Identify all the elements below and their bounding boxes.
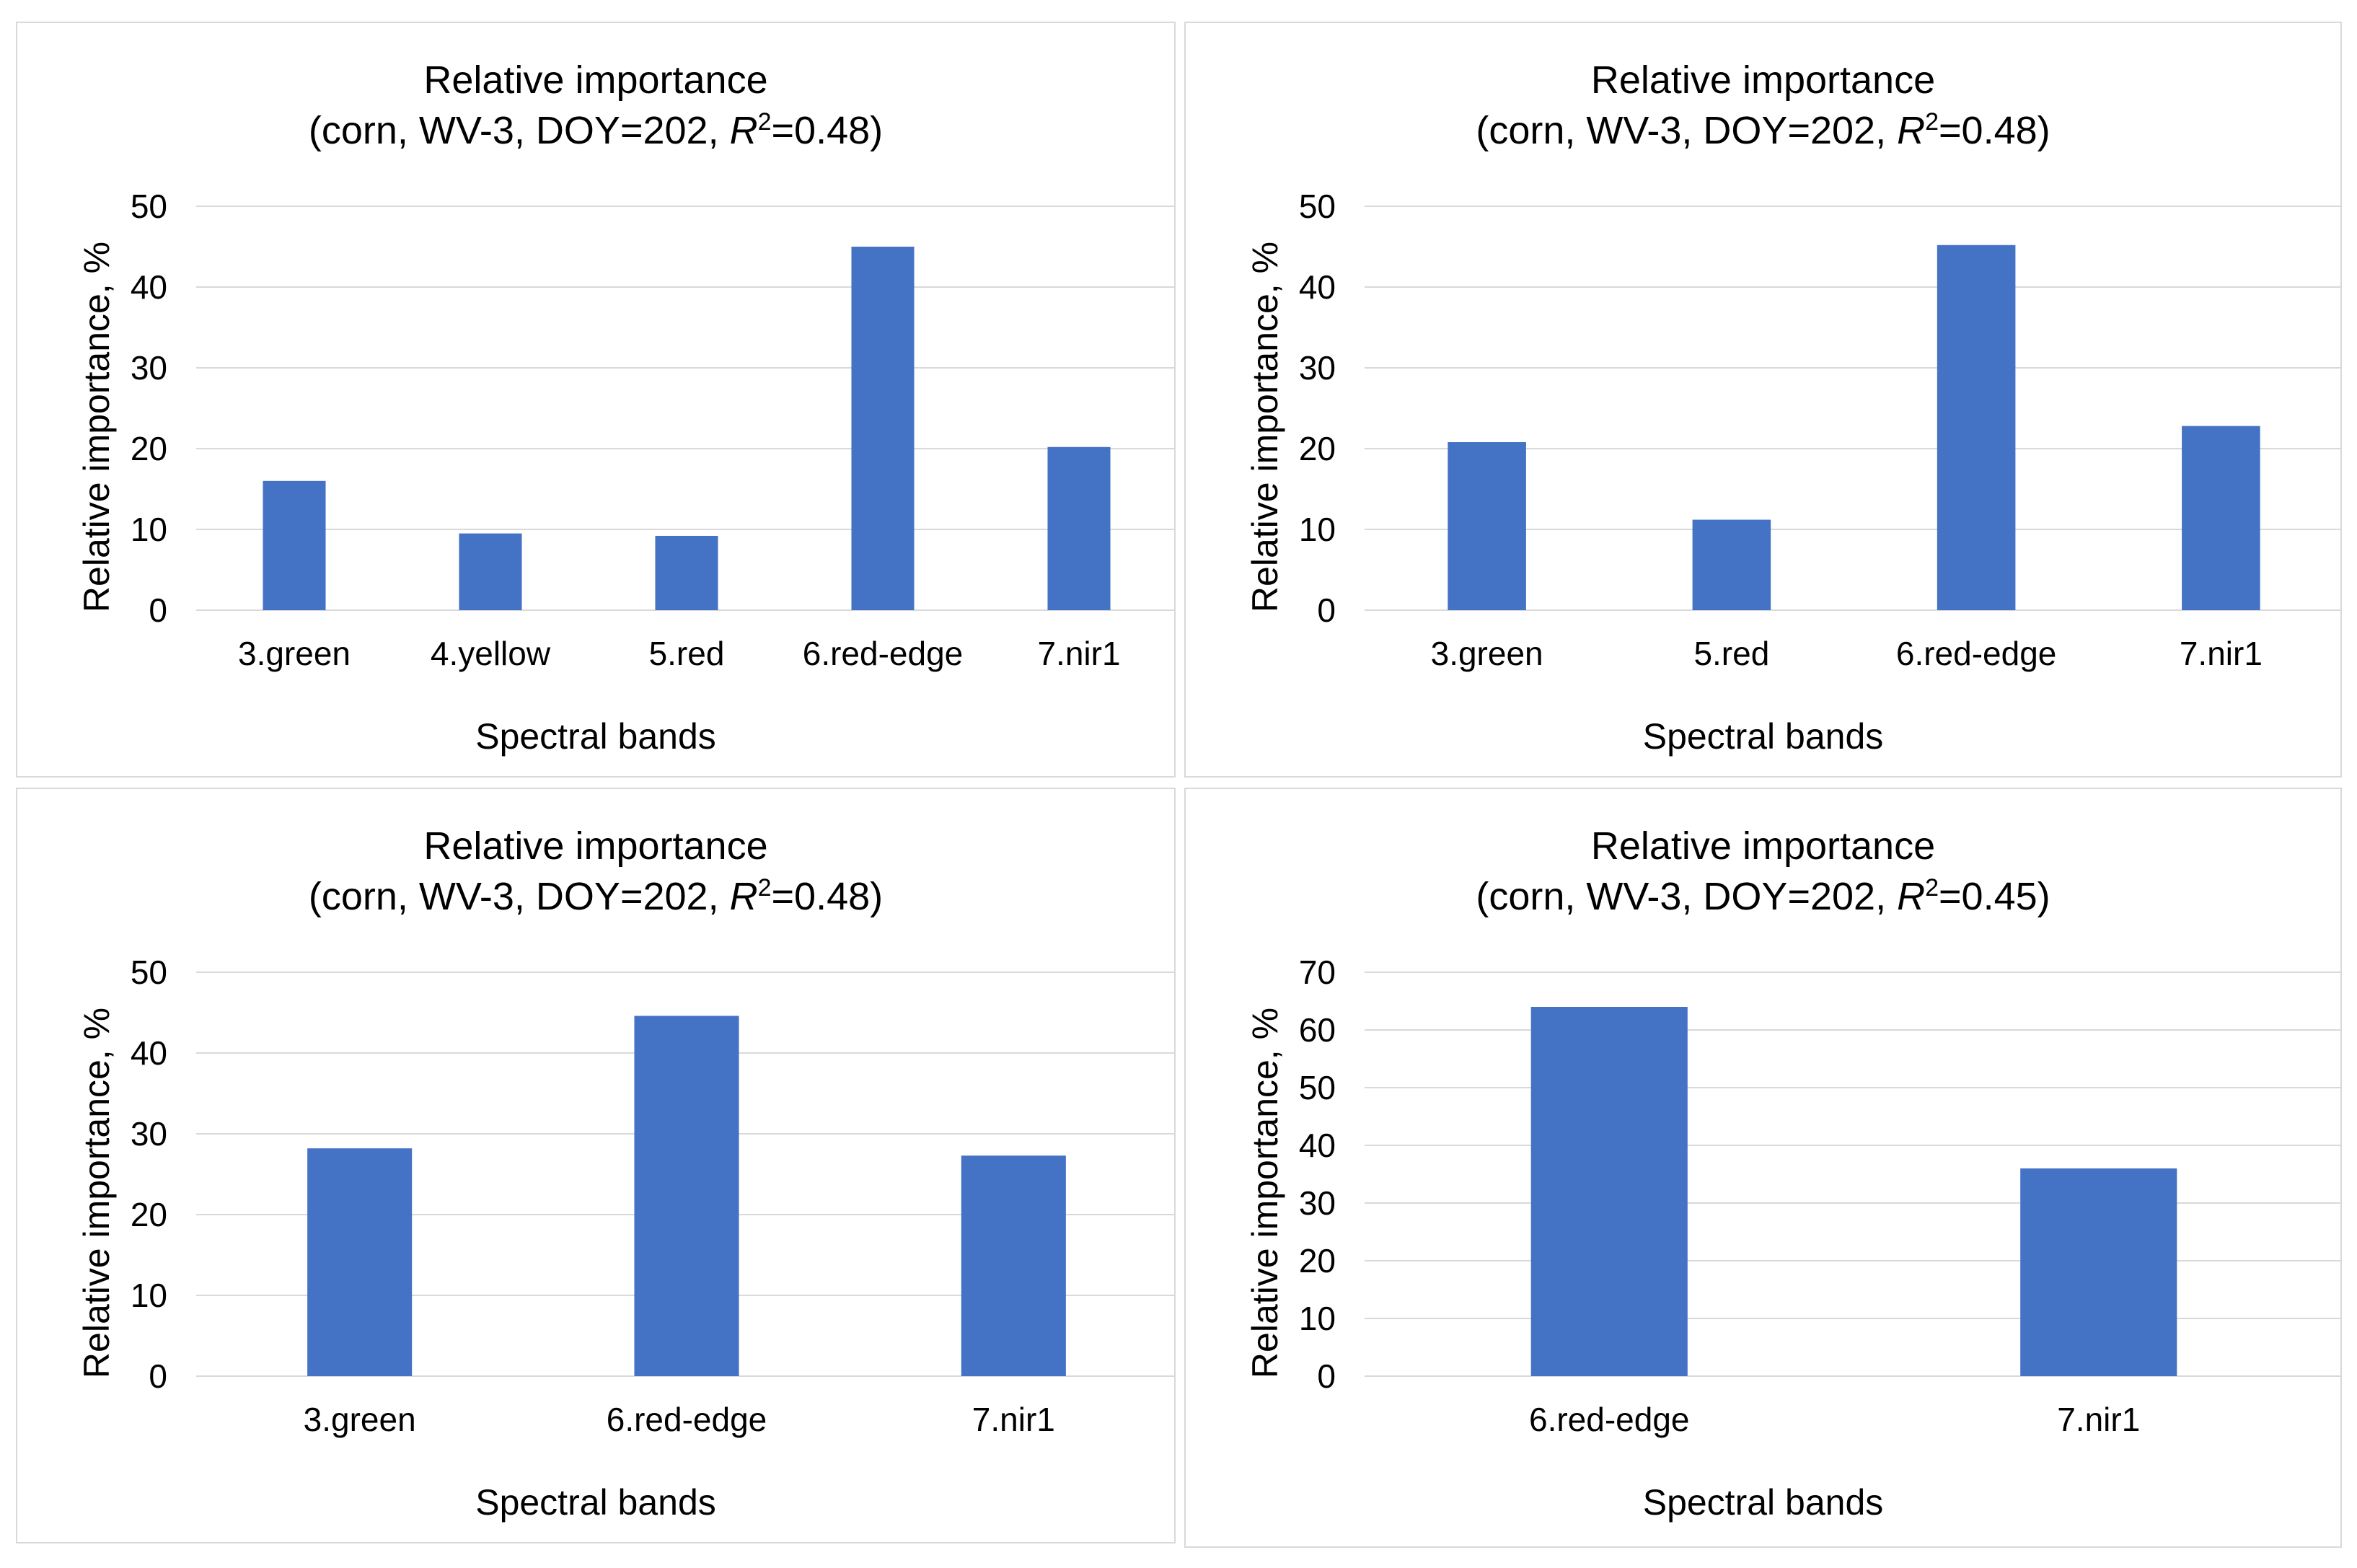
bar-6.red-edge xyxy=(1530,1007,1688,1376)
y-tick-label: 10 xyxy=(1299,511,1336,548)
y-tick-label: 10 xyxy=(1299,1300,1336,1337)
x-axis-label: Spectral bands xyxy=(475,1482,716,1523)
x-tick-label: 5.red xyxy=(1693,635,1769,672)
y-tick-label: 40 xyxy=(131,268,167,306)
y-tick-label: 30 xyxy=(1299,349,1336,387)
chart-title-main: Relative importance xyxy=(423,58,768,102)
chart-panel-3: 0 10 20 30 40 50 3.green 6.red-edge 7.nir1 Relat… xyxy=(16,788,1176,1543)
y-axis-label: Relative importance, % xyxy=(1245,241,1285,613)
bar-6.red-edge xyxy=(634,1016,739,1376)
bar-3.green xyxy=(1448,442,1526,610)
x-tick-label: 3.green xyxy=(1431,635,1543,672)
x-tick-label: 7.nir1 xyxy=(2057,1401,2140,1438)
bar-7.nir1 xyxy=(1047,446,1111,610)
x-tick-label: 6.red-edge xyxy=(1896,635,2057,672)
bar-4.yellow xyxy=(459,533,522,610)
y-tick-label: 50 xyxy=(1299,1069,1336,1106)
bar-7.nir1 xyxy=(2182,426,2260,610)
bar-5.red xyxy=(1692,519,1771,610)
y-axis-label: Relative importance, % xyxy=(76,1007,117,1379)
y-tick-label: 70 xyxy=(1299,953,1336,991)
y-tick-label: 30 xyxy=(1299,1184,1336,1222)
y-tick-label: 10 xyxy=(131,1277,167,1314)
y-tick-label: 40 xyxy=(1299,268,1336,306)
bar-6.red-edge xyxy=(851,247,915,610)
y-tick-label: 50 xyxy=(131,953,167,991)
bar-3.green xyxy=(263,480,326,610)
y-tick-label: 40 xyxy=(1299,1127,1336,1164)
bar-7.nir1 xyxy=(961,1155,1066,1376)
chart-title-main: Relative importance xyxy=(423,824,768,868)
x-tick-label: 7.nir1 xyxy=(972,1401,1055,1438)
x-tick-label: 6.red-edge xyxy=(607,1401,767,1438)
chart-plot-area: 0 10 20 30 40 50 60 70 6.red-edge 7.nir1 xyxy=(1299,953,2340,1438)
x-tick-label: 7.nir1 xyxy=(2180,635,2263,672)
y-tick-label: 20 xyxy=(1299,1242,1336,1279)
x-tick-label: 5.red xyxy=(649,635,725,672)
x-tick-label: 6.red-edge xyxy=(803,635,964,672)
chart-panel-4: 0 10 20 30 40 50 60 70 6.red-edge 7.nir1 Relative… xyxy=(1184,788,2342,1548)
chart-title: Relative importance (corn, WV-3, DOY=202… xyxy=(17,55,1174,156)
chart-panel-1: 0 10 20 30 40 50 3.green 4.yellow 5.red 6.red-edg… xyxy=(16,22,1176,778)
bar-5.red xyxy=(655,535,718,610)
y-tick-label: 50 xyxy=(1299,188,1336,225)
chart-title: Relative importance (corn, WV-3, DOY=202… xyxy=(17,821,1174,922)
x-tick-label: 3.green xyxy=(238,635,351,672)
y-tick-label: 60 xyxy=(1299,1011,1336,1049)
chart-subtitle: (corn, WV-3, DOY=202, R2=0.48) xyxy=(308,874,884,918)
y-tick-label: 30 xyxy=(131,349,167,387)
y-axis-label: Relative importance, % xyxy=(1245,1007,1285,1379)
chart-subtitle: (corn, WV-3, DOY=202, R2=0.48) xyxy=(308,108,884,152)
y-tick-label: 0 xyxy=(149,591,167,629)
y-tick-label: 20 xyxy=(1299,430,1336,467)
x-axis-label: Spectral bands xyxy=(475,716,716,757)
y-axis-label: Relative importance, % xyxy=(76,241,117,613)
y-tick-label: 0 xyxy=(1317,591,1336,629)
x-tick-label: 7.nir1 xyxy=(1037,635,1120,672)
bar-3.green xyxy=(307,1148,413,1376)
x-tick-label: 4.yellow xyxy=(431,635,551,672)
y-tick-label: 10 xyxy=(131,511,167,548)
bar-6.red-edge xyxy=(1937,245,2016,610)
chart-panel-2: 0 10 20 30 40 50 3.green 5.red 6.red-edge 7.nir1 … xyxy=(1184,22,2342,778)
chart-plot-area: 0 10 20 30 40 50 3.green 4.yellow 5.red 6.red-edg… xyxy=(131,188,1174,672)
chart-title-main: Relative importance xyxy=(1590,58,1936,102)
chart-title: Relative importance (corn, WV-3, DOY=202… xyxy=(1186,55,2340,156)
y-tick-label: 30 xyxy=(131,1115,167,1153)
chart-subtitle: (corn, WV-3, DOY=202, R2=0.45) xyxy=(1476,874,2050,918)
x-tick-label: 6.red-edge xyxy=(1529,1401,1690,1438)
x-tick-label: 3.green xyxy=(304,1401,416,1438)
y-tick-label: 50 xyxy=(131,188,167,225)
chart-title: Relative importance (corn, WV-3, DOY=202… xyxy=(1186,821,2340,922)
y-tick-label: 40 xyxy=(131,1034,167,1072)
y-tick-label: 20 xyxy=(131,1196,167,1233)
y-tick-label: 20 xyxy=(131,430,167,467)
chart-subtitle: (corn, WV-3, DOY=202, R2=0.48) xyxy=(1476,108,2050,152)
x-axis-label: Spectral bands xyxy=(1642,716,1884,757)
chart-plot-area: 0 10 20 30 40 50 3.green 5.red 6.red-edge 7.nir1 xyxy=(1299,188,2340,672)
y-tick-label: 0 xyxy=(1317,1357,1336,1395)
y-tick-label: 0 xyxy=(149,1357,167,1395)
bar-7.nir1 xyxy=(2020,1168,2177,1376)
chart-plot-area: 0 10 20 30 40 50 3.green 6.red-edge 7.nir1 xyxy=(131,953,1174,1438)
chart-title-main: Relative importance xyxy=(1590,824,1936,868)
x-axis-label: Spectral bands xyxy=(1642,1482,1884,1523)
